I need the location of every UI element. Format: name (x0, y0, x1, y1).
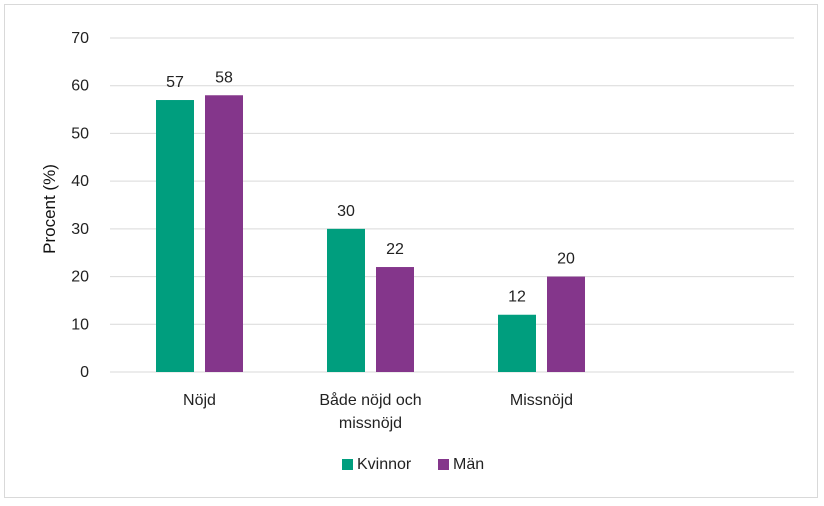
category-label: Både nöjd och (319, 391, 421, 409)
y-tick-label: 20 (71, 269, 89, 286)
data-labels: 57 58 30 22 12 20 (166, 69, 575, 305)
legend: Kvinnor Män (342, 456, 484, 473)
bar-kvinnor-1 (327, 228, 365, 372)
y-tick-label: 70 (71, 30, 89, 47)
data-label: 12 (508, 289, 526, 306)
category-label: Missnöjd (510, 392, 573, 409)
data-label: 20 (557, 251, 575, 268)
bar-kvinnor-2 (498, 314, 536, 372)
bars (156, 95, 585, 373)
chart-frame: 0 10 20 30 40 50 60 70 57 58 30 22 12 20 Nöjd Både nö… (4, 4, 818, 498)
y-tick-label: 40 (71, 173, 89, 190)
legend-swatch (438, 459, 449, 470)
category-labels: Nöjd Både nöjd och missnöjd Missnöjd (183, 391, 573, 432)
legend-swatch (342, 459, 353, 470)
y-tick-label: 0 (80, 364, 89, 381)
y-tick-label: 10 (71, 316, 89, 333)
bar-m-n-2 (547, 276, 585, 372)
bar-m-n-0 (205, 95, 243, 372)
legend-label: Män (453, 456, 484, 473)
bar-m-n-1 (376, 267, 414, 372)
data-label: 58 (215, 69, 233, 86)
legend-label: Kvinnor (357, 456, 412, 473)
bar-kvinnor-0 (156, 100, 194, 373)
y-tick-label: 60 (71, 78, 89, 95)
bar-chart: 0 10 20 30 40 50 60 70 57 58 30 22 12 20 Nöjd Både nö… (40, 30, 794, 473)
category-label: Nöjd (183, 392, 216, 409)
category-label: missnöjd (339, 415, 402, 432)
y-axis-title: Procent (%) (40, 164, 59, 254)
data-label: 22 (386, 241, 404, 258)
data-label: 57 (166, 74, 184, 91)
y-tick-label: 50 (71, 125, 89, 142)
y-axis-ticks: 0 10 20 30 40 50 60 70 (71, 30, 89, 381)
data-label: 30 (337, 203, 355, 220)
y-tick-label: 30 (71, 221, 89, 238)
